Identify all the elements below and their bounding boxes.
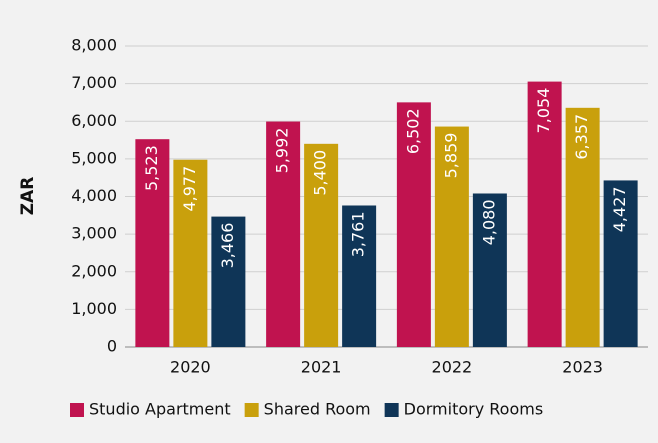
bar xyxy=(211,216,246,347)
legend-swatch xyxy=(384,403,399,417)
bar xyxy=(173,159,208,347)
x-tick-label: 2022 xyxy=(432,358,473,377)
value-label: 6,357 xyxy=(572,114,591,160)
y-tick-label: 1,000 xyxy=(71,299,117,318)
bar xyxy=(603,180,638,347)
value-label: 5,523 xyxy=(142,145,161,191)
legend-swatch xyxy=(70,403,84,417)
y-axis-label: ZAR xyxy=(18,177,38,216)
bar xyxy=(342,205,377,347)
bar xyxy=(135,139,170,347)
y-tick-label: 8,000 xyxy=(71,36,117,55)
legend-label: Studio Apartment xyxy=(89,400,231,419)
value-label: 7,054 xyxy=(534,88,553,134)
value-label: 4,080 xyxy=(479,199,498,245)
y-tick-label: 2,000 xyxy=(71,261,117,280)
y-tick-label: 3,000 xyxy=(71,224,117,243)
value-label: 5,992 xyxy=(273,128,292,174)
x-tick-label: 2020 xyxy=(170,358,211,377)
value-label: 3,761 xyxy=(349,211,368,257)
y-tick-label: 6,000 xyxy=(71,111,117,130)
value-label: 5,859 xyxy=(441,133,460,179)
x-tick-label: 2021 xyxy=(301,358,342,377)
y-tick-label: 5,000 xyxy=(71,148,117,167)
bar xyxy=(266,121,301,348)
bar xyxy=(527,81,562,347)
y-tick-label: 7,000 xyxy=(71,73,117,92)
value-label: 6,502 xyxy=(403,108,422,154)
legend-label: Shared Room xyxy=(264,400,371,419)
bar xyxy=(396,102,431,348)
value-label: 4,427 xyxy=(610,186,629,232)
legend-label: Dormitory Rooms xyxy=(404,400,544,419)
y-tick-label: 0 xyxy=(107,337,117,356)
y-tick-label: 4,000 xyxy=(71,186,117,205)
value-label: 3,466 xyxy=(218,223,237,269)
bar xyxy=(472,193,507,347)
value-label: 4,977 xyxy=(180,166,199,212)
value-label: 5,400 xyxy=(311,150,330,196)
bar xyxy=(304,143,339,347)
bar xyxy=(565,107,600,347)
bar xyxy=(434,126,469,348)
x-tick-label: 2023 xyxy=(562,358,603,377)
legend-swatch xyxy=(244,403,259,417)
